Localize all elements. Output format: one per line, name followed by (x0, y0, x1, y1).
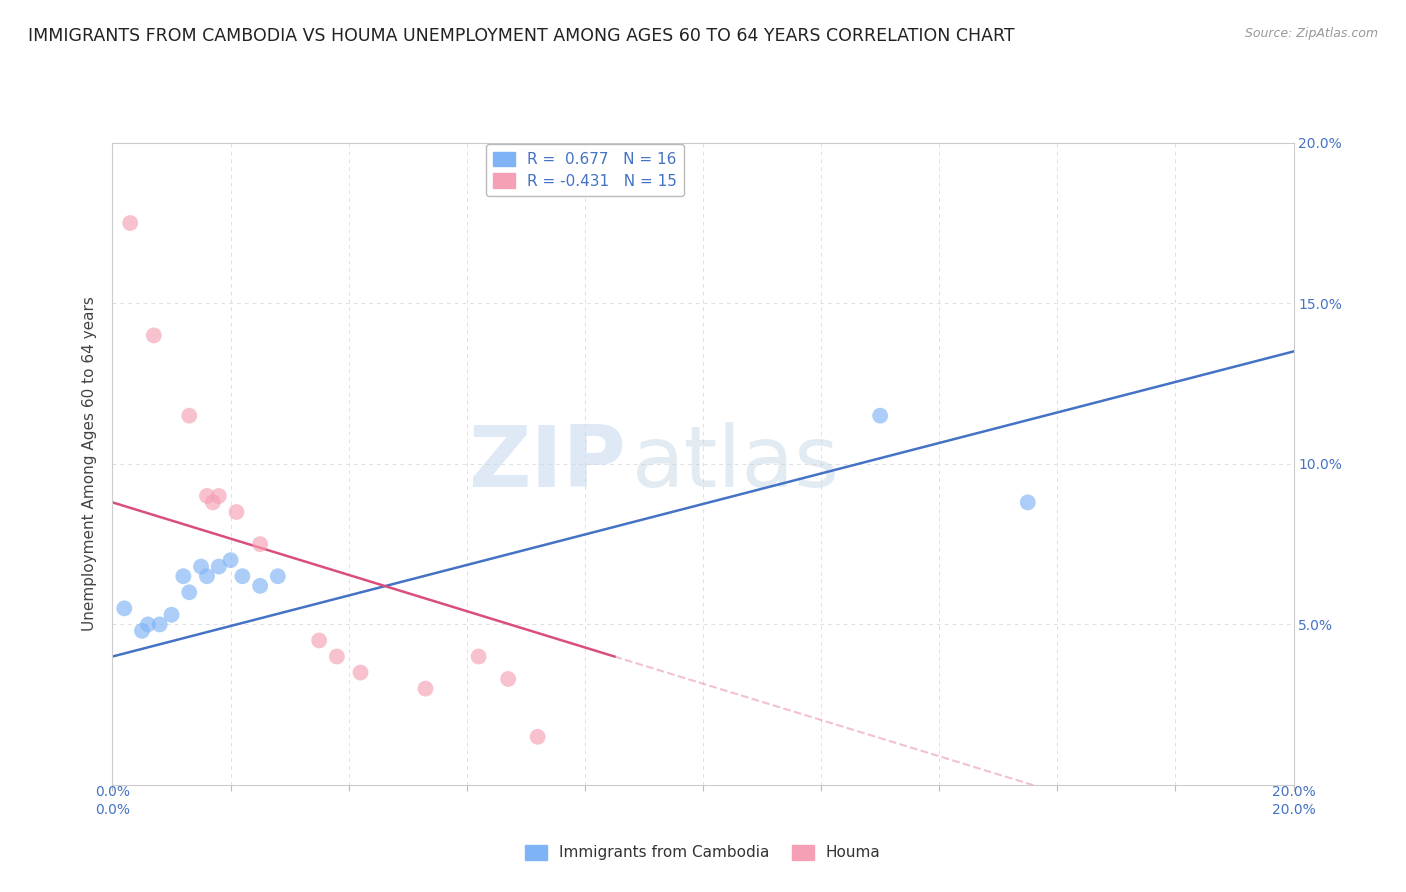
Text: atlas: atlas (633, 422, 841, 506)
Point (267, 569, 290, 583)
Point (149, 617, 172, 632)
Point (131, 624, 153, 638)
Point (219, 553, 242, 567)
Point (195, 489, 218, 503)
Point (415, 681, 437, 696)
Text: 0.0%: 0.0% (96, 803, 129, 817)
Point (136, 617, 159, 632)
Text: 20.0%: 20.0% (1271, 803, 1316, 817)
Point (208, 489, 231, 503)
Legend: R =  0.677   N = 16, R = -0.431   N = 15: R = 0.677 N = 16, R = -0.431 N = 15 (485, 144, 685, 196)
Point (308, 633, 330, 648)
Point (190, 559, 212, 574)
Point (201, 495, 224, 509)
Point (172, 569, 194, 583)
Point (249, 537, 271, 551)
Point (142, 328, 165, 343)
Point (120, 216, 142, 230)
Text: 0.0%: 0.0% (96, 785, 129, 799)
Point (496, 672, 519, 686)
Point (195, 569, 218, 583)
Point (249, 579, 271, 593)
Text: Source: ZipAtlas.com: Source: ZipAtlas.com (1244, 27, 1378, 40)
Legend: Immigrants from Cambodia, Houma: Immigrants from Cambodia, Houma (519, 838, 887, 866)
Point (526, 730, 548, 744)
Point (112, 601, 135, 615)
Point (231, 569, 253, 583)
Point (869, 409, 891, 423)
Text: ZIP: ZIP (468, 422, 626, 506)
Point (349, 665, 371, 680)
Point (326, 649, 349, 664)
Y-axis label: Unemployment Among Ages 60 to 64 years: Unemployment Among Ages 60 to 64 years (82, 296, 97, 632)
Point (467, 649, 489, 664)
Point (208, 559, 231, 574)
Point (225, 505, 247, 519)
Point (179, 409, 201, 423)
Point (179, 585, 201, 599)
Point (160, 607, 183, 622)
Text: 20.0%: 20.0% (1271, 785, 1316, 799)
Text: IMMIGRANTS FROM CAMBODIA VS HOUMA UNEMPLOYMENT AMONG AGES 60 TO 64 YEARS CORRELA: IMMIGRANTS FROM CAMBODIA VS HOUMA UNEMPL… (28, 27, 1015, 45)
Point (1017, 495, 1039, 509)
